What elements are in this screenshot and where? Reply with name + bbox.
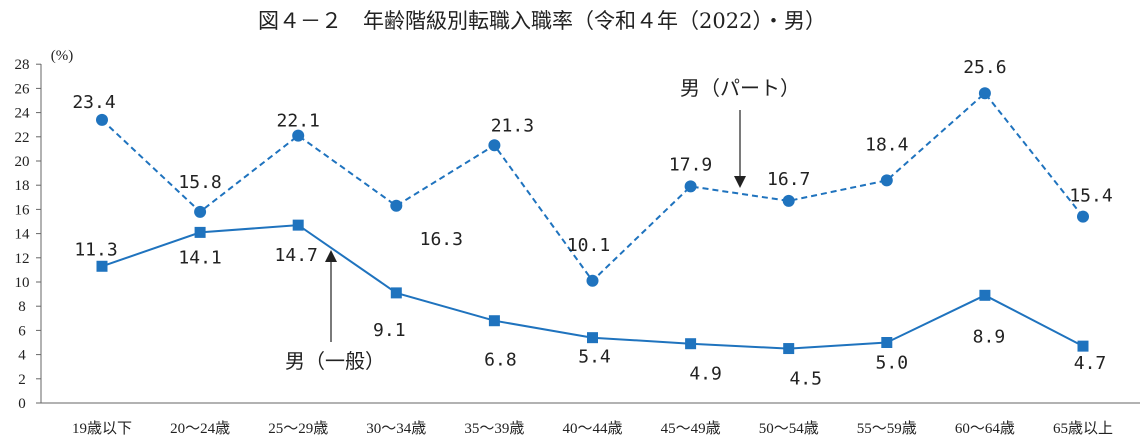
y-tick-label: 12 (15, 251, 30, 267)
data-point-square (96, 260, 108, 272)
data-point-square (783, 343, 795, 355)
data-label: 17.9 (669, 154, 712, 175)
data-point-square (390, 287, 402, 299)
series-layer (96, 87, 1089, 355)
data-label: 4.7 (1074, 353, 1107, 374)
data-label: 11.3 (74, 239, 117, 260)
x-tick-label: 30～34歳 (366, 420, 426, 437)
data-point-circle (292, 129, 305, 142)
y-tick-label: 8 (18, 299, 26, 315)
data-label: 9.1 (373, 320, 406, 341)
data-point-circle (194, 205, 207, 218)
y-tick-label: 6 (18, 323, 26, 339)
data-point-circle (390, 199, 403, 212)
general-series-annotation: 男（一般） (285, 349, 385, 373)
data-label: 8.9 (973, 326, 1006, 347)
x-tick-label: 20～24歳 (170, 420, 230, 437)
annotations: 男（パート） 男（一般） (285, 76, 800, 373)
x-tick-label: 45～49歳 (661, 420, 721, 437)
y-tick-label: 28 (15, 57, 30, 73)
data-label: 18.4 (865, 134, 908, 155)
data-label: 6.8 (484, 350, 517, 371)
data-point-square (488, 315, 500, 327)
data-point-circle (782, 194, 795, 207)
data-point-circle (684, 180, 697, 193)
data-label: 15.8 (178, 172, 221, 193)
data-labels: 23.4 15.8 22.1 16.3 21.3 10.1 17.9 16.7 18.4 25.6… (72, 57, 1112, 389)
data-point-square (979, 289, 991, 301)
data-point-square (1077, 340, 1089, 352)
y-tick-label: 16 (15, 202, 31, 218)
x-tick-label: 55～59歳 (857, 420, 917, 437)
y-tick-label: 26 (15, 81, 31, 97)
data-label: 25.6 (963, 57, 1006, 78)
y-tick-label: 18 (15, 178, 30, 194)
y-tick-label: 14 (15, 227, 31, 243)
x-axis-ticks: 19歳以下 20～24歳 25～29歳 30～34歳 35～39歳 40～44歳 45～49… (72, 420, 1113, 437)
data-point-circle (586, 274, 599, 287)
x-tick-label: 19歳以下 (72, 420, 132, 437)
y-tick-label: 10 (15, 275, 30, 291)
y-tick-label: 20 (15, 154, 30, 170)
y-tick-label: 0 (18, 396, 26, 412)
y-tick-label: 4 (18, 348, 26, 364)
data-label: 10.1 (567, 235, 610, 256)
data-point-square (587, 332, 598, 344)
data-point-circle (1077, 210, 1089, 223)
y-tick-label: 22 (15, 130, 30, 146)
data-label: 14.1 (178, 247, 221, 268)
y-tick-label: 24 (15, 106, 31, 122)
data-point-circle (96, 113, 108, 126)
x-tick-label: 60～64歳 (955, 420, 1015, 437)
y-axis-unit: (%) (51, 48, 74, 64)
data-point-square (292, 219, 304, 231)
data-label: 21.3 (491, 115, 534, 136)
x-tick-label: 65歳以上 (1053, 420, 1113, 437)
data-label: 15.4 (1069, 186, 1112, 207)
data-label: 5.0 (876, 353, 909, 374)
data-label: 14.7 (275, 245, 318, 266)
data-point-circle (880, 174, 893, 187)
data-point-circle (488, 139, 501, 152)
x-tick-label: 40～44歳 (562, 420, 622, 437)
data-label: 16.3 (420, 229, 463, 250)
data-point-circle (978, 87, 991, 100)
data-point-square (685, 338, 697, 350)
x-tick-label: 25～29歳 (268, 420, 328, 437)
data-point-square (194, 226, 206, 238)
data-label: 23.4 (72, 92, 115, 113)
x-tick-label: 35～39歳 (464, 420, 524, 437)
data-label: 16.7 (767, 169, 810, 190)
chart-title: 図４－２ 年齢階級別転職入職率（令和４年（2022）・男） (258, 9, 826, 33)
data-label: 4.5 (789, 369, 822, 390)
part-series-annotation: 男（パート） (680, 76, 800, 100)
data-label: 22.1 (277, 111, 320, 132)
data-label: 5.4 (578, 347, 611, 368)
data-label: 4.9 (689, 364, 722, 385)
data-point-square (881, 337, 893, 348)
y-tick-label: 2 (18, 372, 26, 388)
x-tick-label: 50～54歳 (759, 420, 819, 437)
